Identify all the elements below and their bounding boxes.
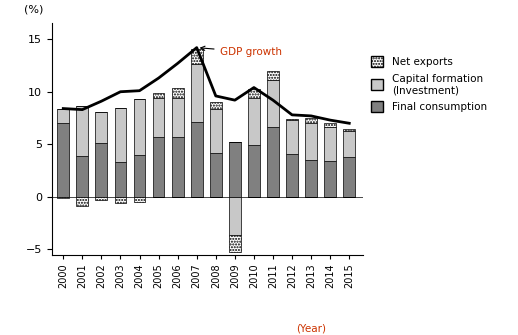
Bar <box>191 49 203 64</box>
Bar <box>95 143 107 197</box>
Bar <box>305 160 317 197</box>
Bar <box>172 137 183 197</box>
Bar <box>267 127 279 197</box>
Bar <box>153 98 165 137</box>
Bar <box>76 107 88 156</box>
Bar <box>324 161 336 197</box>
Bar <box>134 155 146 197</box>
Bar <box>267 71 279 80</box>
Bar <box>172 87 183 98</box>
Bar <box>286 120 298 154</box>
Bar <box>153 93 165 98</box>
Bar <box>248 88 260 98</box>
Bar <box>95 112 107 143</box>
Bar <box>324 127 336 161</box>
Bar <box>343 157 355 197</box>
Bar <box>210 109 222 153</box>
Bar <box>324 123 336 127</box>
Bar <box>286 119 298 120</box>
Text: (%): (%) <box>24 4 43 14</box>
Bar <box>305 118 317 123</box>
Bar <box>343 129 355 131</box>
Bar <box>76 156 88 197</box>
Bar <box>305 123 317 160</box>
Bar <box>57 197 69 198</box>
Bar <box>229 234 241 253</box>
Bar <box>172 98 183 137</box>
Bar <box>76 197 88 206</box>
Bar <box>229 197 241 234</box>
Bar <box>267 80 279 127</box>
Bar <box>114 108 126 162</box>
Bar <box>114 162 126 197</box>
Bar <box>210 153 222 197</box>
Bar <box>57 123 69 197</box>
Bar <box>343 131 355 157</box>
Bar <box>248 145 260 197</box>
Bar <box>134 99 146 155</box>
Bar <box>114 197 126 203</box>
Bar <box>286 154 298 197</box>
Bar <box>153 137 165 197</box>
Bar <box>210 102 222 109</box>
Bar <box>191 64 203 122</box>
Bar <box>191 122 203 197</box>
Bar <box>134 197 146 202</box>
Legend: Net exports, Capital formation
(Investment), Final consumption: Net exports, Capital formation (Investme… <box>371 56 487 112</box>
Text: GDP growth: GDP growth <box>200 46 282 57</box>
Bar <box>57 109 69 123</box>
Text: (Year): (Year) <box>296 324 326 334</box>
Bar <box>95 197 107 200</box>
Bar <box>248 98 260 145</box>
Bar <box>229 142 241 197</box>
